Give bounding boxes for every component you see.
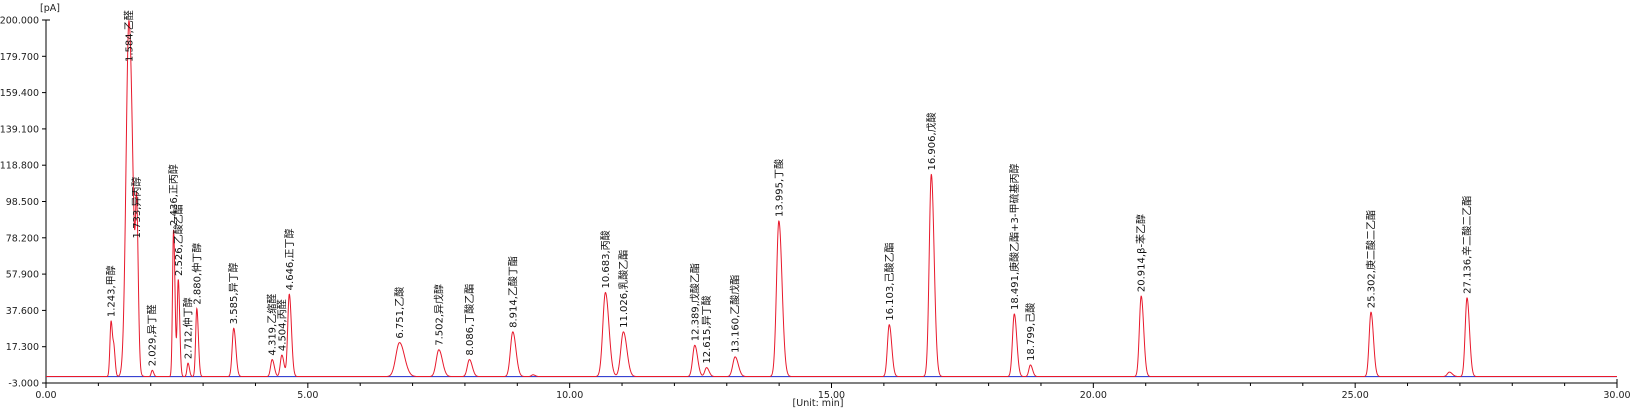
y-tick-label: 139.100 [0, 124, 39, 135]
x-tick-label: 25.00 [1342, 390, 1369, 401]
y-tick-label: 37.600 [6, 306, 39, 317]
peak-label: 2.712,仲丁醇 [182, 297, 195, 359]
peak-label: 2.526,乙酸乙酯 [172, 204, 185, 276]
x-tick-label: 0.00 [35, 390, 56, 401]
x-tick-label: 30.00 [1603, 390, 1630, 401]
y-tick-label: 200.000 [0, 16, 39, 27]
x-unit-label: [Unit: min] [793, 398, 844, 409]
y-ticks: -3.000 17.300 37.600 57.900 78.200 98.500 118.… [0, 16, 46, 390]
peak-label: 4.504,丙醛 [275, 299, 288, 351]
y-tick-label: 179.700 [0, 52, 39, 63]
peak-label: 3.585,异丁醇 [227, 262, 240, 324]
y-tick-label: -3.000 [8, 379, 39, 390]
peak-label: 18.491,庚酸乙酯+3-甲硫基丙醇 [1008, 163, 1021, 310]
y-tick-label: 98.500 [6, 197, 39, 208]
peak-label: 12.615,异丁酸 [700, 295, 713, 363]
x-tick-label: 15.00 [818, 390, 845, 401]
x-ticks: 0.00 5.00 10.00 15.00 20.00 25.00 30.00 [35, 383, 1631, 401]
peak-label: 2.029,异丁醛 [146, 304, 159, 366]
x-tick-label: 20.00 [1080, 390, 1107, 401]
peak-label: 11.026,乳酸乙酯 [617, 250, 630, 328]
peak-label: 6.751,乙酸 [393, 287, 406, 339]
peak-label: 13.995,丁酸 [772, 159, 785, 217]
peak-label: 25.302,庚二酸二乙酯 [1364, 210, 1377, 308]
peak-label: 7.502,异戊醇 [432, 284, 445, 346]
series [46, 19, 1617, 378]
peak-label: 2.880,仲丁醇 [190, 243, 203, 305]
peak-label: 8.914,乙酸丁酯 [506, 256, 519, 328]
x-tick-label: 10.00 [556, 390, 583, 401]
signal-trace [46, 19, 1617, 378]
peak-label: 13.160,乙酸戊酯 [729, 275, 742, 353]
peak-label: 8.086,丁酸乙酯 [463, 284, 476, 356]
peak-labels: 1.243,甲醇 1.584,乙醛 1.733,异丙醇 2.029,异丁醛 2.436,… [105, 10, 1474, 366]
y-unit-label: [pA] [40, 3, 60, 14]
peak-label: 16.906,戊酸 [925, 112, 938, 170]
peak-label: 16.103,己酸乙酯 [883, 243, 896, 321]
peak-label: 2.436,正丙醇 [167, 164, 180, 226]
peak-label: 1.243,甲醇 [105, 265, 118, 317]
peak-label: 1.733,异丙醇 [130, 177, 143, 239]
peak-label: 4.646,正丁醇 [283, 229, 296, 291]
y-tick-label: 159.400 [0, 88, 39, 99]
peak-label: 18.799,己酸 [1024, 303, 1037, 361]
peak-label: 4.319,乙缩醛 [266, 294, 279, 356]
y-tick-label: 57.900 [6, 270, 39, 281]
peak-label: 1.584,乙醛 [122, 10, 135, 62]
peak-label: 12.389,戊酸乙酯 [688, 263, 701, 341]
y-tick-label: 17.300 [6, 342, 39, 353]
x-tick-label: 5.00 [297, 390, 318, 401]
peak-label: 10.683,丙酸 [599, 230, 612, 288]
peak-label: 20.914,β-苯乙醇 [1135, 214, 1148, 292]
y-tick-label: 78.200 [6, 233, 39, 244]
peak-label: 27.136,辛二酸二乙酯 [1461, 196, 1474, 294]
y-tick-label: 118.800 [0, 161, 39, 172]
